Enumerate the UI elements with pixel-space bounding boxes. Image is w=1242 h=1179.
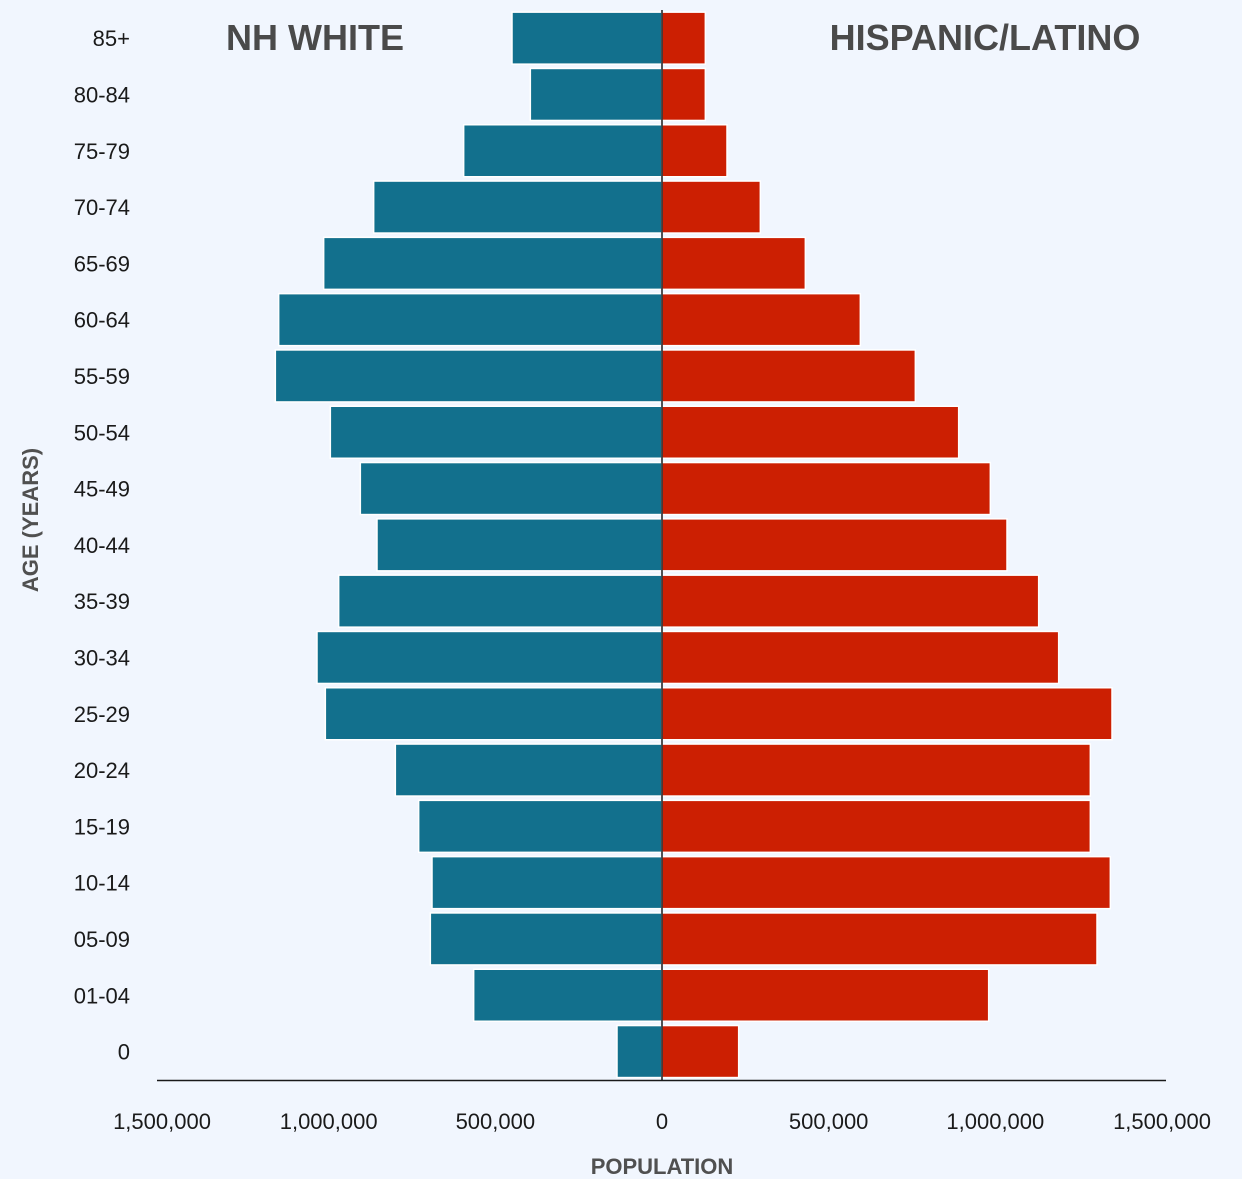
nh-white-bar-05-09 (429, 912, 663, 966)
hispanic-latino-bar-0 (661, 1024, 740, 1079)
age-label: 60-64 (74, 308, 130, 333)
hispanic-latino-bar-05-09 (661, 912, 1098, 966)
age-label: 65-69 (74, 251, 130, 276)
nh-white-bar-75-79 (462, 124, 663, 178)
hispanic-latino-bar-55-59 (661, 349, 917, 403)
hispanic-latino-bar-70-74 (661, 180, 762, 234)
nh-white-bar-0 (616, 1024, 663, 1079)
age-label: 01-04 (74, 983, 130, 1008)
age-label: 75-79 (74, 139, 130, 164)
nh-white-bar-70-74 (372, 180, 663, 234)
age-label: 10-14 (74, 871, 130, 896)
age-label: 20-24 (74, 758, 130, 783)
hispanic-latino-bar-01-04 (661, 968, 990, 1022)
nh-white-bar-85+ (511, 11, 663, 65)
age-label: 0 (118, 1040, 130, 1065)
age-label: 80-84 (74, 82, 130, 107)
nh-white-bar-25-29 (324, 687, 663, 741)
x-tick-label: 500,000 (789, 1109, 869, 1134)
x-tick-labels-group: 1,500,000 1,000,000 500,000 0 500,000 1,000,0… (113, 1109, 1211, 1134)
age-label: 30-34 (74, 645, 130, 670)
hispanic-latino-bar-10-14 (661, 855, 1112, 910)
left-series-title: NH WHITE (226, 17, 404, 58)
hispanic-latino-bar-20-24 (661, 743, 1092, 797)
nh-white-bar-30-34 (316, 630, 663, 685)
hispanic-latino-bar-30-34 (661, 630, 1060, 685)
y-axis-title: AGE (YEARS) (18, 448, 43, 592)
nh-white-bar-80-84 (529, 67, 663, 122)
nh-white-bar-15-19 (417, 799, 663, 854)
age-label: 35-39 (74, 589, 130, 614)
x-tick-label: 1,500,000 (1113, 1109, 1211, 1134)
bars-group (274, 11, 1113, 1079)
hispanic-latino-bar-15-19 (661, 799, 1092, 854)
hispanic-latino-bar-25-29 (661, 687, 1113, 741)
age-label: 25-29 (74, 702, 130, 727)
right-series-title: HISPANIC/LATINO (830, 17, 1141, 58)
nh-white-bar-10-14 (431, 855, 663, 910)
hispanic-latino-bar-80-84 (661, 67, 707, 122)
x-tick-label: 1,500,000 (113, 1109, 211, 1134)
hispanic-latino-bar-85+ (661, 11, 707, 65)
age-label: 70-74 (74, 195, 130, 220)
hispanic-latino-bar-40-44 (661, 518, 1008, 572)
nh-white-bar-40-44 (376, 518, 663, 572)
nh-white-bar-50-54 (329, 405, 663, 459)
age-label: 45-49 (74, 477, 130, 502)
nh-white-bar-55-59 (274, 349, 663, 403)
x-axis-title: POPULATION (591, 1154, 734, 1179)
x-tick-label: 1,000,000 (280, 1109, 378, 1134)
hispanic-latino-bar-35-39 (661, 574, 1040, 628)
x-tick-label: 0 (656, 1109, 668, 1134)
nh-white-bar-35-39 (337, 574, 663, 628)
hispanic-latino-bar-65-69 (661, 236, 807, 291)
x-tick-label: 500,000 (456, 1109, 536, 1134)
hispanic-latino-bar-60-64 (661, 292, 862, 347)
age-label: 40-44 (74, 533, 130, 558)
age-label: 85+ (93, 26, 130, 51)
nh-white-bar-60-64 (277, 292, 663, 347)
hispanic-latino-bar-50-54 (661, 405, 960, 459)
age-label: 05-09 (74, 927, 130, 952)
age-label: 15-19 (74, 814, 130, 839)
hispanic-latino-bar-75-79 (661, 124, 728, 178)
nh-white-bar-45-49 (359, 461, 663, 516)
nh-white-bar-20-24 (394, 743, 663, 797)
age-labels-group: 85+ 80-84 75-79 70-74 65-69 60-64 55-59 50-54 45… (74, 26, 130, 1064)
age-label: 50-54 (74, 420, 130, 445)
x-tick-label: 1,000,000 (946, 1109, 1044, 1134)
age-label: 55-59 (74, 364, 130, 389)
nh-white-bar-65-69 (322, 236, 663, 291)
nh-white-bar-01-04 (472, 968, 663, 1022)
hispanic-latino-bar-45-49 (661, 461, 992, 516)
